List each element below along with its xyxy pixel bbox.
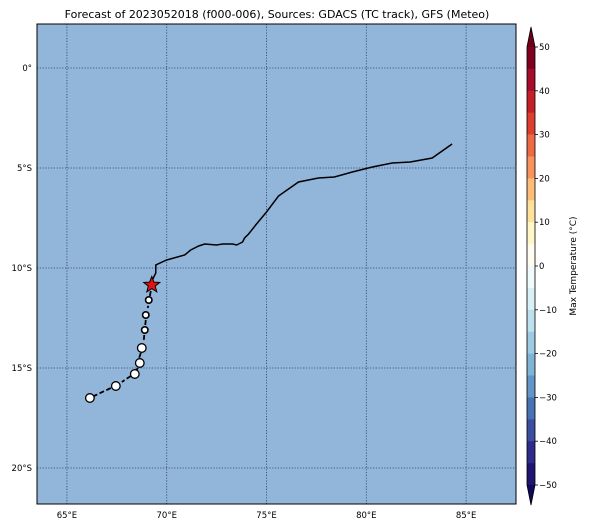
forecast-position-marker [141, 310, 150, 319]
colorbar-ticks: 50 40 30 20 10 0 −10 −20 −30 −40 −50 [535, 43, 557, 491]
colorbar-band [527, 68, 535, 92]
track-segment [121, 375, 132, 383]
longitude-axis: 65°E 70°E 75°E 80°E 85°E [57, 511, 477, 521]
forecast-position-marker [140, 325, 149, 334]
colorbar-band [527, 244, 535, 267]
colorbar-band [527, 441, 535, 464]
longitude-tick-label: 65°E [57, 511, 77, 521]
colorbar-tick-label: −10 [539, 306, 557, 316]
colorbar-tick-label: −20 [539, 350, 557, 360]
colorbar-tick-label: −40 [539, 437, 557, 447]
forecast-position-marker [110, 381, 121, 391]
colorbar-band [527, 287, 535, 311]
coastline [151, 143, 453, 286]
colorbar-band [527, 222, 535, 245]
colorbar-band [527, 419, 535, 442]
colorbar-band [527, 156, 535, 179]
current-storm-position-star [142, 275, 162, 294]
forecast-position-marker [144, 295, 153, 304]
colorbar-tick-label: −50 [539, 481, 557, 491]
colorbar-tick-label: 30 [539, 131, 550, 141]
forecast-position-marker [84, 393, 95, 403]
forecast-position-marker [136, 343, 147, 353]
latitude-tick-label: 15°S [12, 364, 32, 374]
colorbar-bands [526, 26, 536, 506]
longitude-tick-label: 80°E [356, 511, 376, 521]
colorbar-band [527, 353, 535, 376]
longitude-tick-label: 75°E [256, 511, 276, 521]
colorbar-tick-label: 40 [539, 87, 550, 97]
colorbar-band [527, 47, 535, 70]
track-segment [137, 352, 142, 360]
cyclone-track [84, 275, 162, 403]
longitude-tick-label: 85°E [456, 511, 476, 521]
forecast-position-marker [134, 358, 145, 368]
colorbar-extend-min-arrow [527, 485, 535, 505]
colorbar-label: Max Temperature (°C) [569, 216, 579, 315]
colorbar-tick-label: 0 [539, 262, 544, 272]
latitude-tick-label: 5°S [17, 164, 32, 174]
colorbar-band [527, 463, 535, 486]
forecast-position-marker [129, 369, 140, 379]
colorbar-band [527, 375, 535, 398]
colorbar: 50 40 30 20 10 0 −10 −20 −30 −40 −50 Max Temperatu… [526, 26, 579, 506]
colorbar-band [527, 134, 535, 157]
colorbar-band [527, 112, 535, 135]
latitude-tick-label: 0° [22, 64, 32, 74]
colorbar-extend-max-arrow [527, 27, 535, 47]
colorbar-band [527, 397, 535, 420]
ocean-background [37, 24, 516, 504]
latitude-axis: 0° 5°S 10°S 15°S 20°S [12, 64, 32, 474]
figure-title: Forecast of 2023052018 (f000-006), Sourc… [65, 8, 490, 21]
longitude-tick-label: 70°E [157, 511, 177, 521]
map-panel: 65°E 70°E 75°E 80°E 85°E 0° 5°S 10°S 15°S 20°S [12, 23, 517, 521]
colorbar-tick-label: −30 [539, 393, 557, 403]
track-segment [93, 387, 112, 397]
colorbar-band [527, 309, 535, 332]
map-frame [36, 23, 517, 505]
colorbar-band [527, 178, 535, 201]
latitude-tick-label: 20°S [12, 464, 32, 474]
colorbar-tick-label: 20 [539, 174, 550, 184]
colorbar-band [527, 266, 535, 289]
colorbar-band [527, 331, 535, 354]
colorbar-tick-label: 50 [539, 43, 550, 53]
colorbar-tick-label: 10 [539, 218, 550, 228]
colorbar-band [527, 90, 535, 113]
latitude-tick-label: 10°S [12, 264, 32, 274]
colorbar-band [527, 200, 535, 223]
